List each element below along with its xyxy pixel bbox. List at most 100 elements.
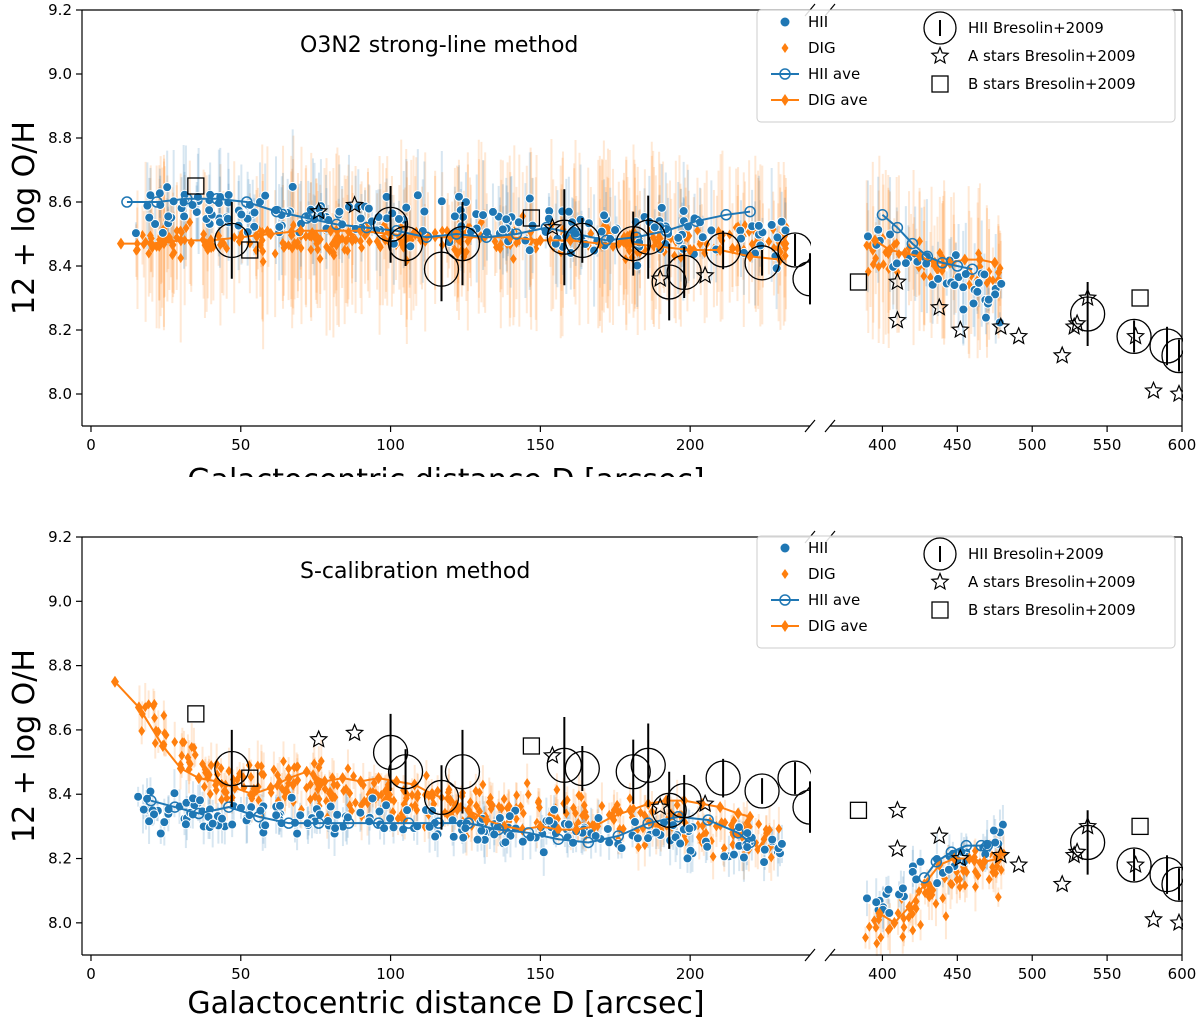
- dig-point: [493, 242, 500, 253]
- dig-point: [886, 923, 894, 934]
- hii-ave-marker: [181, 193, 193, 205]
- dig-point: [207, 760, 215, 771]
- hii-ave-marker: [702, 814, 714, 826]
- dig-point: [285, 763, 293, 774]
- hii-point: [767, 834, 778, 845]
- hii-point: [772, 232, 783, 243]
- dig-ave-marker: [900, 247, 909, 260]
- hii-point: [227, 819, 238, 830]
- dig-point: [258, 235, 266, 246]
- dig-ave-marker: [266, 781, 275, 794]
- a-star-marker: [929, 297, 949, 316]
- dig-point: [316, 253, 324, 264]
- a-star-marker: [1126, 854, 1146, 874]
- y-axis-title: 12 + log O/H: [7, 121, 42, 315]
- legend-a-star-swatch: [930, 45, 950, 65]
- dig-point: [326, 245, 334, 256]
- dig-point: [497, 238, 505, 249]
- hii-point: [430, 831, 441, 842]
- hii-point: [616, 843, 627, 854]
- hii-point: [632, 833, 643, 844]
- dig-point: [993, 861, 1001, 872]
- hii-point: [217, 813, 228, 824]
- hii-ave-marker: [145, 794, 157, 807]
- dig-point: [313, 230, 320, 241]
- b-star-marker: [241, 241, 259, 259]
- dig-point: [346, 788, 354, 799]
- x-tick-label: 550: [1093, 436, 1122, 454]
- hii-point: [990, 289, 1001, 300]
- a-stars-series: [309, 195, 1189, 403]
- mask-left: [0, 0, 81, 496]
- x-tick-label: 500: [1018, 436, 1047, 454]
- dig-ave-marker: [194, 772, 203, 785]
- hii-point: [286, 792, 297, 803]
- dig-point: [563, 795, 571, 806]
- hii-ave-marker: [936, 257, 949, 269]
- hii-bresolin-series: [214, 186, 1197, 374]
- dig-point: [408, 790, 416, 801]
- hii-point: [130, 228, 141, 239]
- dig-point: [928, 889, 936, 900]
- axis-break-mark: [824, 948, 836, 962]
- hii-point: [381, 800, 392, 811]
- dig-point: [509, 253, 517, 264]
- plot-area: [110, 675, 1197, 966]
- dig-point: [766, 824, 773, 835]
- dig-ave-marker: [915, 250, 924, 263]
- x-tick-label: 0: [86, 965, 96, 983]
- a-star-marker: [887, 310, 907, 329]
- legend-hii-ave-swatch: [779, 68, 791, 80]
- dig-ave-marker: [134, 701, 143, 714]
- dig-point: [996, 263, 1004, 274]
- y-tick-label: 9.2: [48, 528, 72, 546]
- dig-point: [166, 232, 173, 243]
- dig-point: [972, 881, 979, 892]
- dig-point: [373, 236, 381, 247]
- dig-point: [246, 238, 254, 249]
- dig-point: [487, 792, 494, 803]
- dig-point: [331, 792, 339, 803]
- dig-point: [217, 763, 225, 774]
- hii-point: [738, 852, 749, 863]
- dig-ave-marker: [920, 878, 929, 891]
- hii-point: [419, 206, 430, 217]
- dig-point: [673, 799, 681, 810]
- dig-point: [870, 915, 878, 926]
- hii-ave-marker: [151, 196, 163, 208]
- dig-point: [303, 782, 310, 793]
- dig-point: [865, 921, 873, 932]
- hii-ave-marker: [945, 846, 958, 858]
- hii-point: [436, 196, 447, 207]
- dig-point: [357, 800, 365, 811]
- hii-ave-marker: [211, 193, 223, 205]
- axis-break-mark: [804, 948, 816, 962]
- dig-point: [523, 778, 531, 789]
- dig-ave-marker: [158, 740, 167, 752]
- hii-point: [144, 816, 155, 827]
- a-star-marker: [1064, 845, 1084, 864]
- hii-ave-marker: [480, 231, 493, 243]
- dig-ave-marker: [110, 675, 119, 688]
- dig-ave-marker: [356, 775, 365, 788]
- legend-label: HII: [808, 539, 828, 557]
- hii-point: [742, 828, 753, 839]
- hii-point: [223, 189, 234, 200]
- dig-ave-marker: [975, 253, 984, 266]
- hii-point: [673, 232, 684, 243]
- a-star-marker: [1067, 842, 1087, 861]
- dig-ave-marker: [608, 810, 617, 823]
- hii-ave-marker: [744, 205, 756, 218]
- dig-point: [487, 803, 495, 814]
- dig-point: [413, 804, 421, 815]
- b-star-marker: [187, 705, 205, 723]
- dig-point: [464, 236, 472, 247]
- dig-point: [438, 225, 446, 236]
- hii-point: [950, 250, 961, 261]
- a-star-marker: [887, 800, 907, 819]
- hii-point: [374, 806, 385, 817]
- dig-point: [212, 785, 220, 796]
- hii-point: [706, 225, 717, 236]
- hii-point: [884, 908, 895, 919]
- hii-point: [504, 811, 515, 822]
